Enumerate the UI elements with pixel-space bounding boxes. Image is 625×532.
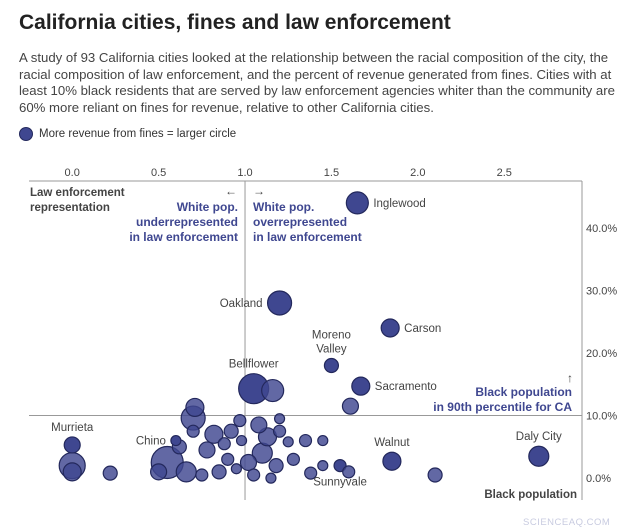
data-point: [204, 424, 224, 444]
legend-circle-icon: [19, 127, 33, 141]
data-point: [298, 433, 313, 448]
data-point: [250, 416, 268, 434]
data-point: [223, 423, 239, 439]
data-point: [235, 434, 248, 447]
left-arrow-icon: ←: [225, 184, 237, 198]
x-tick-label: 0.0: [65, 167, 80, 179]
chart-subtitle: A study of 93 California cities looked a…: [19, 50, 615, 115]
label-daly-city: Daly City: [516, 431, 562, 443]
legend-label: More revenue from fines = larger circle: [39, 128, 237, 140]
x-tick-label: 0.5: [151, 167, 166, 179]
data-point: [272, 424, 287, 438]
y-tick-label: 10.0%: [586, 411, 617, 423]
right-arrow-icon: →: [253, 184, 265, 198]
right-region-annotation: overrepresented: [253, 215, 347, 229]
y-axis-title: Black population: [484, 489, 577, 501]
point-chino: [170, 434, 182, 447]
data-point: [211, 464, 227, 480]
x-tick-label: 2.0: [410, 167, 425, 179]
left-region-annotation: White pop.: [177, 200, 238, 214]
label-moreno-valley: Moreno: [312, 330, 351, 342]
data-point: [198, 441, 216, 459]
label-murrieta: Murrieta: [51, 422, 94, 434]
label-walnut: Walnut: [374, 437, 410, 449]
point-daly-city: [528, 445, 550, 467]
threshold-annotation: Black population: [475, 385, 572, 399]
data-point: [342, 465, 356, 479]
threshold-annotation: in 90th percentile for CA: [433, 400, 572, 414]
data-point: [175, 461, 197, 483]
data-point: [317, 459, 329, 472]
x-tick-label: 1.5: [324, 167, 339, 179]
data-point: [341, 397, 360, 415]
data-point: [102, 465, 118, 481]
data-point: [230, 463, 242, 475]
label-moreno-valley: Valley: [316, 344, 347, 356]
chart-title: California cities, fines and law enforce…: [19, 11, 451, 34]
data-point: [62, 462, 82, 482]
data-point: [282, 436, 294, 448]
x-tick-label: 1.0: [237, 167, 252, 179]
data-point: [268, 457, 284, 474]
y-tick-label: 0.0%: [586, 473, 611, 485]
label-bellflower: Bellflower: [229, 359, 279, 371]
up-arrow-icon: ↑: [567, 371, 573, 385]
point-walnut: [382, 451, 402, 471]
label-sunnyvale: Sunnyvale: [313, 477, 367, 489]
y-tick-label: 20.0%: [586, 348, 617, 360]
data-point: [185, 397, 205, 418]
point-sacramento: [351, 376, 371, 396]
data-point: [286, 452, 301, 466]
data-point: [239, 453, 258, 472]
label-inglewood: Inglewood: [373, 198, 425, 210]
data-point: [221, 452, 235, 466]
watermark: SCIENCEAQ.COM: [523, 517, 611, 528]
x-tick-label: 2.5: [497, 167, 512, 179]
label-carson: Carson: [404, 323, 441, 335]
y-tick-label: 30.0%: [586, 285, 617, 297]
left-region-annotation: underrepresented: [136, 215, 238, 229]
data-point: [195, 468, 209, 482]
data-point: [273, 413, 286, 425]
label-sacramento: Sacramento: [375, 381, 437, 393]
data-point: [427, 467, 443, 483]
data-point: [233, 413, 247, 428]
legend: More revenue from fines = larger circle: [19, 127, 236, 141]
data-point: [247, 468, 261, 482]
right-region-annotation: White pop.: [253, 200, 314, 214]
data-point: [304, 466, 318, 480]
point-inglewood: [345, 191, 369, 215]
point-moreno-valley: [323, 357, 340, 374]
data-point: [217, 437, 231, 451]
left-region-annotation: in law enforcement: [129, 230, 238, 244]
label-chino: Chino: [136, 436, 166, 448]
data-point: [265, 472, 277, 484]
y-tick-label: 40.0%: [586, 223, 617, 235]
data-point: [186, 424, 200, 438]
right-region-annotation: in law enforcement: [253, 230, 362, 244]
data-point: [150, 463, 168, 481]
data-point: [261, 378, 285, 403]
label-oakland: Oakland: [220, 298, 263, 310]
x-axis-title-line2: representation: [30, 202, 110, 214]
x-axis-title-line1: Law enforcement: [30, 187, 125, 199]
point-murrieta: [63, 436, 81, 454]
data-point: [317, 434, 329, 447]
point-carson: [380, 318, 400, 338]
point-oakland: [266, 290, 293, 316]
